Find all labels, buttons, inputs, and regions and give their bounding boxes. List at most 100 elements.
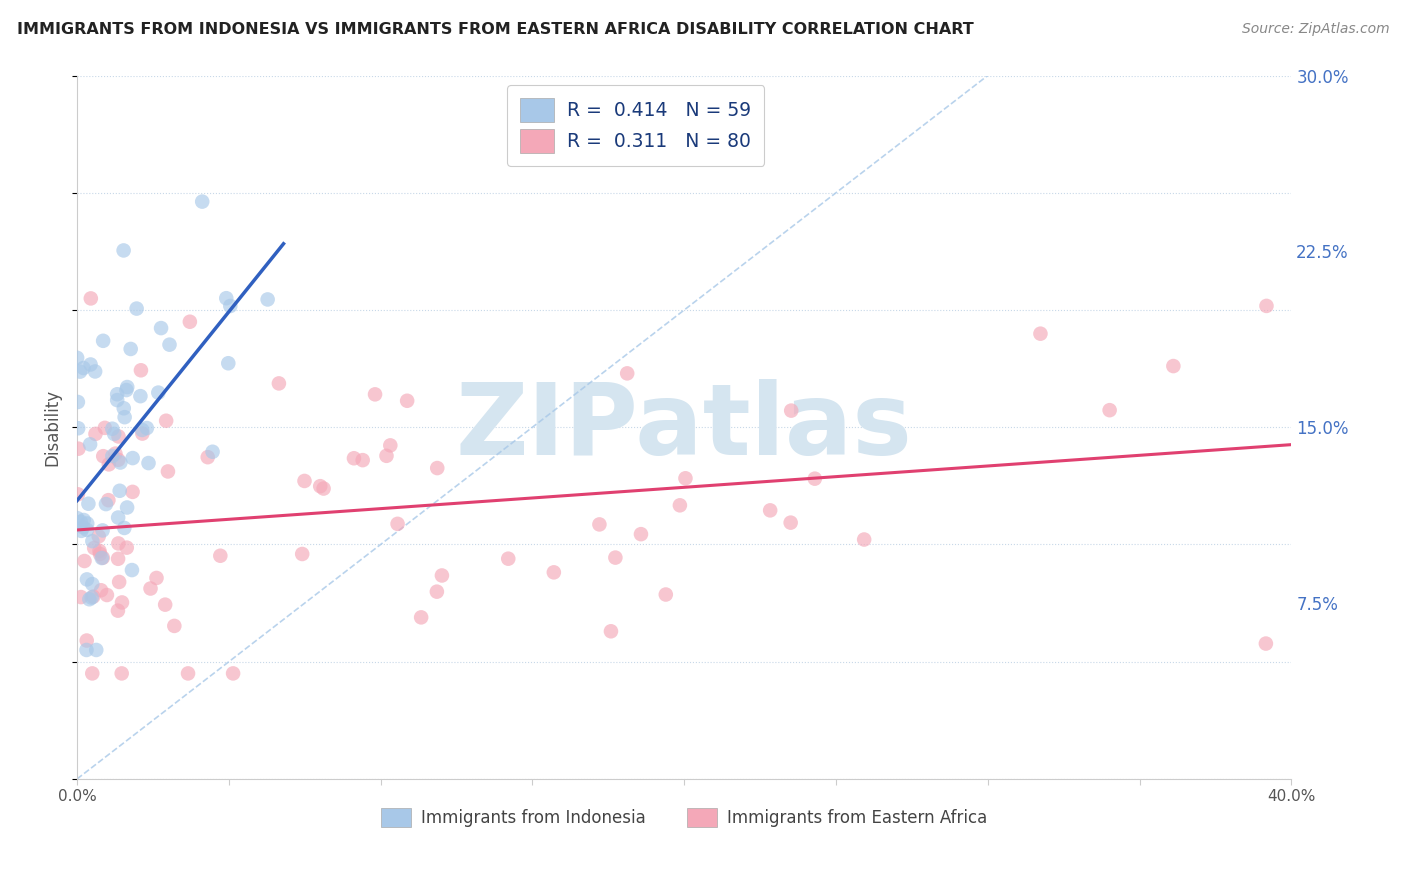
- Point: [111, 666, 134, 681]
- Point: [72, 361, 94, 376]
- Point: [426, 461, 449, 475]
- Point: [605, 550, 627, 565]
- Point: [111, 595, 134, 609]
- Point: [352, 453, 374, 467]
- Point: [150, 321, 173, 335]
- Point: [115, 380, 138, 394]
- Point: [70, 524, 93, 538]
- Point: [267, 376, 290, 391]
- Point: [156, 465, 179, 479]
- Point: [159, 337, 181, 351]
- Point: [430, 568, 453, 582]
- Legend: Immigrants from Indonesia, Immigrants from Eastern Africa: Immigrants from Indonesia, Immigrants fr…: [374, 801, 994, 834]
- Point: [115, 541, 138, 555]
- Point: [69, 515, 91, 529]
- Point: [343, 451, 366, 466]
- Point: [82, 666, 104, 681]
- Point: [396, 393, 419, 408]
- Point: [675, 471, 697, 485]
- Text: ZIPatlas: ZIPatlas: [456, 379, 912, 475]
- Point: [70, 590, 93, 604]
- Text: IMMIGRANTS FROM INDONESIA VS IMMIGRANTS FROM EASTERN AFRICA DISABILITY CORRELATI: IMMIGRANTS FROM INDONESIA VS IMMIGRANTS …: [17, 22, 973, 37]
- Point: [121, 484, 143, 499]
- Point: [84, 364, 107, 378]
- Point: [94, 497, 117, 511]
- Point: [1098, 403, 1121, 417]
- Point: [364, 387, 387, 401]
- Point: [112, 521, 135, 535]
- Point: [79, 592, 101, 607]
- Point: [103, 426, 125, 441]
- Point: [91, 524, 114, 538]
- Point: [129, 363, 152, 377]
- Point: [1256, 299, 1278, 313]
- Point: [66, 351, 89, 365]
- Point: [77, 497, 100, 511]
- Point: [97, 458, 120, 472]
- Point: [112, 401, 135, 416]
- Point: [101, 422, 124, 436]
- Point: [155, 414, 177, 428]
- Point: [110, 456, 132, 470]
- Point: [82, 577, 104, 591]
- Point: [91, 449, 114, 463]
- Point: [138, 456, 160, 470]
- Point: [669, 498, 692, 512]
- Point: [121, 563, 143, 577]
- Point: [153, 598, 176, 612]
- Point: [105, 387, 128, 401]
- Point: [91, 334, 114, 348]
- Point: [108, 483, 131, 498]
- Point: [291, 547, 314, 561]
- Point: [375, 449, 398, 463]
- Point: [83, 541, 105, 555]
- Point: [73, 513, 96, 527]
- Point: [66, 395, 89, 409]
- Point: [112, 244, 135, 258]
- Point: [496, 551, 519, 566]
- Point: [131, 426, 153, 441]
- Point: [82, 534, 104, 549]
- Point: [543, 566, 565, 580]
- Point: [131, 423, 153, 437]
- Point: [209, 549, 232, 563]
- Point: [759, 503, 782, 517]
- Point: [91, 550, 114, 565]
- Point: [125, 301, 148, 316]
- Point: [197, 450, 219, 465]
- Point: [600, 624, 623, 639]
- Point: [256, 293, 278, 307]
- Point: [1029, 326, 1052, 341]
- Point: [94, 421, 117, 435]
- Point: [69, 365, 91, 379]
- Point: [411, 610, 433, 624]
- Point: [163, 619, 186, 633]
- Point: [148, 385, 170, 400]
- Point: [129, 389, 152, 403]
- Point: [177, 666, 200, 681]
- Point: [107, 510, 129, 524]
- Point: [107, 551, 129, 566]
- Point: [80, 292, 103, 306]
- Point: [66, 511, 89, 525]
- Text: Source: ZipAtlas.com: Source: ZipAtlas.com: [1241, 22, 1389, 37]
- Point: [90, 551, 112, 566]
- Point: [222, 666, 245, 681]
- Point: [107, 604, 129, 618]
- Point: [107, 452, 129, 467]
- Point: [97, 493, 120, 508]
- Point: [630, 527, 652, 541]
- Point: [66, 487, 89, 501]
- Point: [67, 421, 90, 435]
- Point: [312, 482, 335, 496]
- Y-axis label: Disability: Disability: [44, 389, 60, 466]
- Point: [588, 517, 610, 532]
- Point: [616, 367, 638, 381]
- Point: [804, 472, 827, 486]
- Point: [108, 574, 131, 589]
- Point: [120, 342, 142, 356]
- Point: [87, 529, 110, 543]
- Point: [201, 444, 224, 458]
- Point: [853, 533, 876, 547]
- Point: [76, 516, 98, 531]
